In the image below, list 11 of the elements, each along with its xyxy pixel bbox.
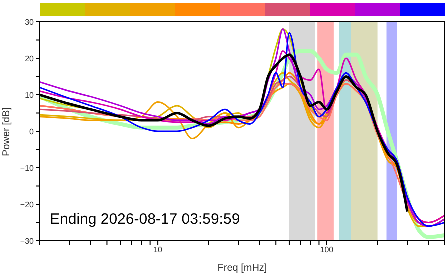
y-axis-title: Power [dB] bbox=[2, 107, 13, 156]
y-tick-label: −10 bbox=[20, 164, 35, 173]
annotation: Ending 2026-08-17 03:59:59 bbox=[50, 211, 240, 228]
x-axis-title: Freq [mHz] bbox=[218, 263, 268, 274]
y-tick-label: 30 bbox=[25, 18, 35, 27]
y-tick-label: 10 bbox=[25, 90, 35, 100]
y-tick-label: 20 bbox=[25, 54, 35, 64]
x-tick-label: 100 bbox=[320, 246, 334, 255]
y-tick-label: −30 bbox=[20, 236, 35, 246]
y-tick-label: 0 bbox=[30, 127, 35, 136]
y-tick-label: −20 bbox=[20, 200, 35, 210]
